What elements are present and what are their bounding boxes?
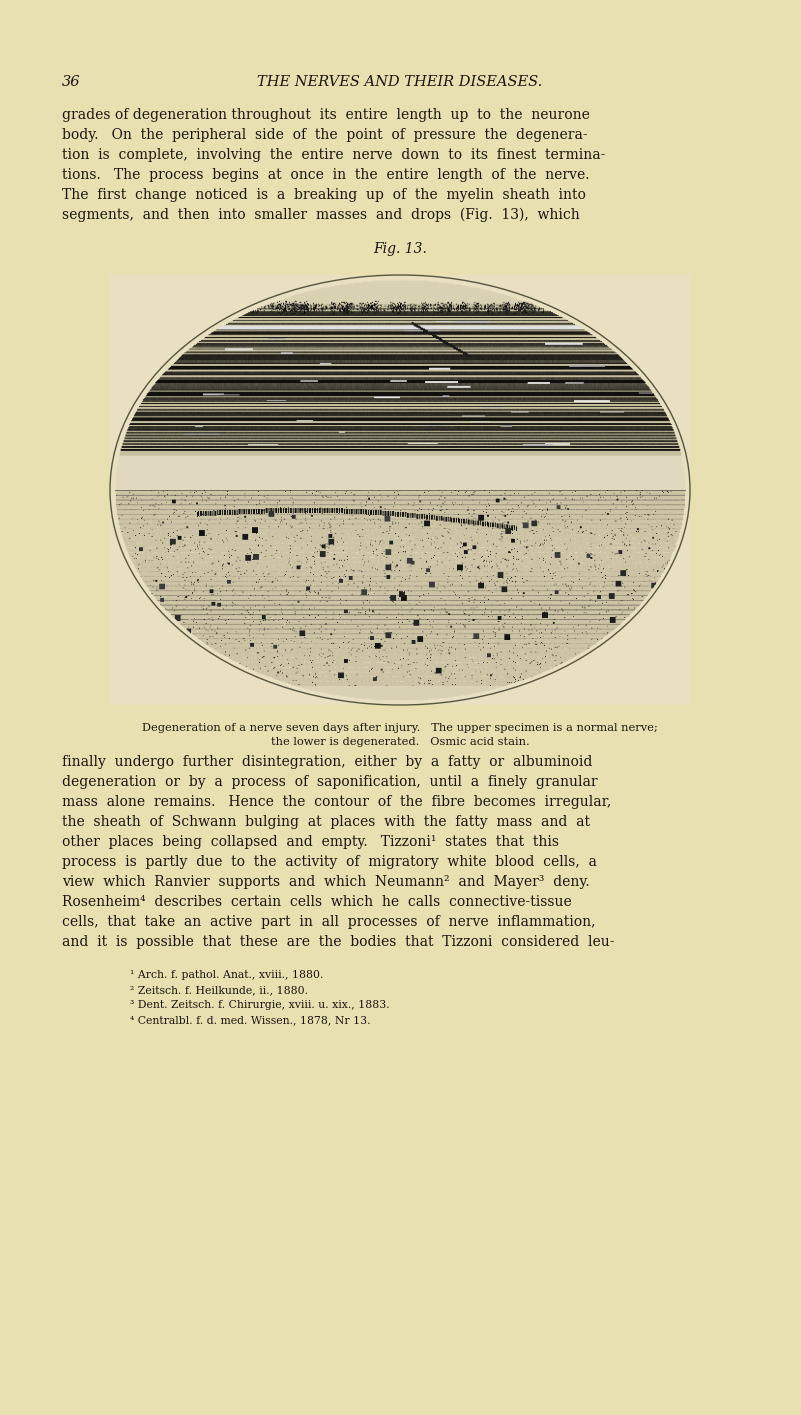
Text: ³ Dent. Zeitsch. f. Chirurgie, xviii. u. xix., 1883.: ³ Dent. Zeitsch. f. Chirurgie, xviii. u.…	[130, 1000, 389, 1010]
Text: Fig. 13.: Fig. 13.	[373, 242, 427, 256]
Text: ² Zeitsch. f. Heilkunde, ii., 1880.: ² Zeitsch. f. Heilkunde, ii., 1880.	[130, 985, 308, 995]
Text: mass  alone  remains.   Hence  the  contour  of  the  fibre  becomes  irregular,: mass alone remains. Hence the contour of…	[62, 795, 611, 809]
Text: segments,  and  then  into  smaller  masses  and  drops  (Fig.  13),  which: segments, and then into smaller masses a…	[62, 208, 580, 222]
Text: view  which  Ranvier  supports  and  which  Neumann²  and  Mayer³  deny.: view which Ranvier supports and which Ne…	[62, 874, 590, 889]
Text: cells,  that  take  an  active  part  in  all  processes  of  nerve  inflammatio: cells, that take an active part in all p…	[62, 916, 595, 930]
Text: the lower is degenerated.   Osmic acid stain.: the lower is degenerated. Osmic acid sta…	[271, 737, 529, 747]
Text: the  sheath  of  Schwann  bulging  at  places  with  the  fatty  mass  and  at: the sheath of Schwann bulging at places …	[62, 815, 590, 829]
Text: Degeneration of a nerve seven days after injury.   The upper specimen is a norma: Degeneration of a nerve seven days after…	[142, 723, 658, 733]
Text: body.   On  the  peripheral  side  of  the  point  of  pressure  the  degenera-: body. On the peripheral side of the poin…	[62, 127, 588, 142]
Text: ⁴ Centralbl. f. d. med. Wissen., 1878, Nr 13.: ⁴ Centralbl. f. d. med. Wissen., 1878, N…	[130, 1015, 371, 1024]
Text: tions.   The  process  begins  at  once  in  the  entire  length  of  the  nerve: tions. The process begins at once in the…	[62, 168, 590, 183]
Text: process  is  partly  due  to  the  activity  of  migratory  white  blood  cells,: process is partly due to the activity of…	[62, 855, 597, 869]
Text: tion  is  complete,  involving  the  entire  nerve  down  to  its  finest  termi: tion is complete, involving the entire n…	[62, 149, 606, 161]
Text: The  first  change  noticed  is  a  breaking  up  of  the  myelin  sheath  into: The first change noticed is a breaking u…	[62, 188, 586, 202]
Text: other  places  being  collapsed  and  empty.   Tizzoni¹  states  that  this: other places being collapsed and empty. …	[62, 835, 559, 849]
Text: grades of degeneration throughout  its  entire  length  up  to  the  neurone: grades of degeneration throughout its en…	[62, 108, 590, 122]
Text: THE NERVES AND THEIR DISEASES.: THE NERVES AND THEIR DISEASES.	[257, 75, 542, 89]
Text: 36: 36	[62, 75, 80, 89]
Text: ¹ Arch. f. pathol. Anat., xviii., 1880.: ¹ Arch. f. pathol. Anat., xviii., 1880.	[130, 971, 324, 981]
Text: finally  undergo  further  disintegration,  either  by  a  fatty  or  albuminoid: finally undergo further disintegration, …	[62, 756, 593, 768]
Text: degeneration  or  by  a  process  of  saponification,  until  a  finely  granula: degeneration or by a process of saponifi…	[62, 775, 598, 790]
Text: and  it  is  possible  that  these  are  the  bodies  that  Tizzoni  considered : and it is possible that these are the bo…	[62, 935, 614, 949]
Text: Rosenheim⁴  describes  certain  cells  which  he  calls  connective-tissue: Rosenheim⁴ describes certain cells which…	[62, 896, 572, 908]
